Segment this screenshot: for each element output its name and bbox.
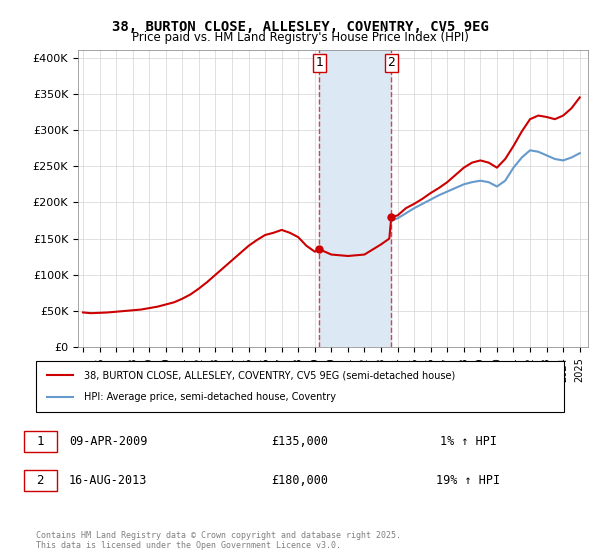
Bar [319, 50, 391, 347]
Text: 19% ↑ HPI: 19% ↑ HPI [436, 474, 500, 487]
Text: 09-APR-2009: 09-APR-2009 [69, 435, 147, 448]
Text: 2: 2 [37, 474, 44, 487]
Text: £180,000: £180,000 [271, 474, 329, 487]
Text: 38, BURTON CLOSE, ALLESLEY, COVENTRY, CV5 9EG: 38, BURTON CLOSE, ALLESLEY, COVENTRY, CV… [112, 20, 488, 34]
Text: 1: 1 [316, 57, 323, 69]
FancyBboxPatch shape [36, 361, 564, 412]
Text: Price paid vs. HM Land Registry's House Price Index (HPI): Price paid vs. HM Land Registry's House … [131, 31, 469, 44]
Text: £135,000: £135,000 [271, 435, 329, 448]
Text: 1: 1 [37, 435, 44, 448]
Text: 38, BURTON CLOSE, ALLESLEY, COVENTRY, CV5 9EG (semi-detached house): 38, BURTON CLOSE, ALLESLEY, COVENTRY, CV… [83, 370, 455, 380]
Text: 16-AUG-2013: 16-AUG-2013 [69, 474, 147, 487]
Text: Contains HM Land Registry data © Crown copyright and database right 2025.
This d: Contains HM Land Registry data © Crown c… [36, 530, 401, 550]
Text: 1% ↑ HPI: 1% ↑ HPI [439, 435, 497, 448]
Text: HPI: Average price, semi-detached house, Coventry: HPI: Average price, semi-detached house,… [83, 393, 335, 403]
Text: 2: 2 [388, 57, 395, 69]
FancyBboxPatch shape [24, 470, 57, 491]
FancyBboxPatch shape [24, 431, 57, 452]
